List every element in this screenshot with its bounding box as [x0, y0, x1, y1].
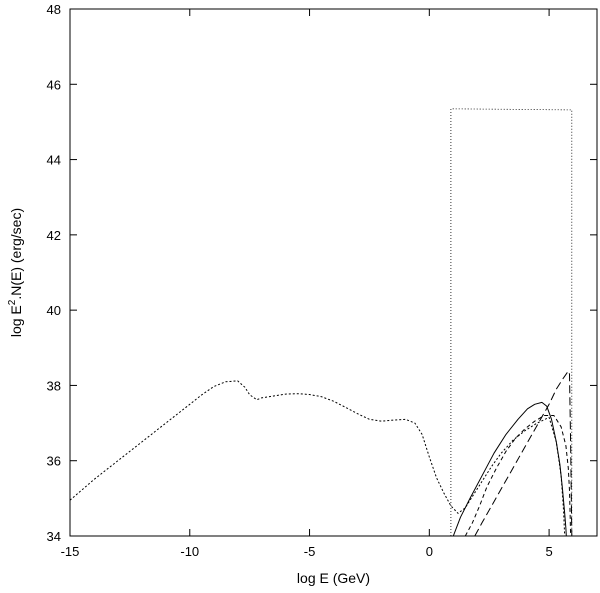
series-line-long-dashed — [474, 370, 573, 536]
y-axis-label-superscript: 2 — [7, 299, 18, 305]
x-tick-label: -15 — [61, 544, 80, 559]
y-axis-label: log E2.N(E) (erg/sec) — [7, 208, 24, 337]
y-tick-label: 36 — [47, 454, 61, 469]
y-tick-label: 44 — [47, 153, 61, 168]
x-tick-label: 0 — [426, 544, 433, 559]
series-line-fine-dotted — [450, 108, 573, 536]
y-axis-label-rest: .N(E) (erg/sec) — [8, 208, 24, 300]
plot-frame — [69, 8, 598, 537]
series-line-dashed — [464, 415, 572, 536]
y-tick-label: 38 — [47, 378, 61, 393]
y-tick-label: 34 — [47, 529, 61, 544]
x-axis-label: log E (GeV) — [297, 570, 370, 586]
series-line-solid — [452, 401, 567, 536]
y-tick-label: 40 — [47, 303, 61, 318]
y-tick-label: 42 — [47, 228, 61, 243]
x-axis: -15 -10 -5 0 5 — [61, 9, 553, 559]
y-tick-label: 48 — [47, 2, 61, 17]
x-tick-label: 5 — [545, 544, 552, 559]
x-tick-label: -10 — [180, 544, 199, 559]
plot-curves — [70, 108, 573, 536]
x-tick-label: -5 — [304, 544, 316, 559]
y-axis: 34 36 38 40 42 44 46 48 — [47, 2, 597, 544]
y-tick-label: 46 — [47, 77, 61, 92]
series-line-dotted — [70, 380, 566, 536]
y-axis-label-base: log E — [8, 305, 24, 337]
